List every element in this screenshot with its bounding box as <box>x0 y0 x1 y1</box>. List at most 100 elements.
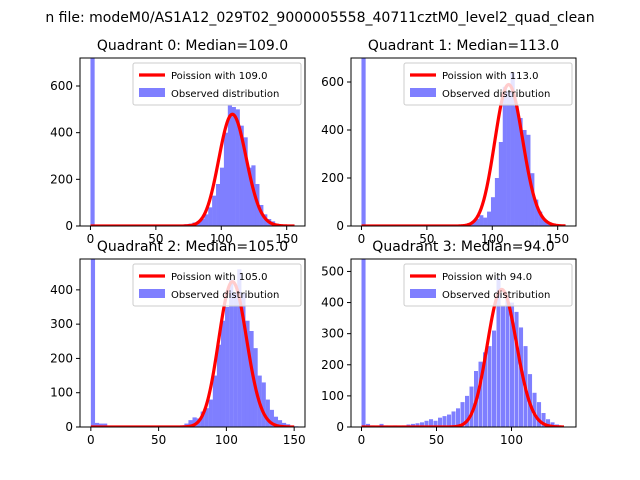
legend-box <box>132 263 302 307</box>
legend-curve-label: Poission with 94.0 <box>442 272 532 283</box>
x-tick-label: 100 <box>500 433 523 447</box>
histogram-bar <box>415 423 420 427</box>
histogram-bar <box>479 215 484 226</box>
y-tick-label: 100 <box>321 389 344 403</box>
histogram-bar <box>216 184 221 226</box>
subplot-grid: Quadrant 0: Median=109.0 0 50 100 150 0 200 400… <box>50 38 577 447</box>
histogram-bar <box>424 420 429 427</box>
histogram-bar <box>273 416 279 427</box>
histogram-bar <box>219 167 225 226</box>
legend-bars-swatch <box>139 289 165 298</box>
histogram-bar <box>233 293 238 427</box>
y-tick-label: 400 <box>321 123 344 137</box>
x-tick-label: 50 <box>148 232 163 246</box>
histogram-bar <box>429 419 434 427</box>
histogram-bar <box>478 361 483 427</box>
histogram-bar <box>550 422 555 427</box>
histogram-bar <box>243 137 248 226</box>
y-tick-label: 200 <box>50 172 73 186</box>
histogram-bar <box>361 58 366 226</box>
y-tick-label: 600 <box>321 75 344 89</box>
subplot-title: Quadrant 0: Median=109.0 <box>97 38 288 54</box>
histogram-bar <box>526 134 531 226</box>
histogram-bar <box>496 277 501 427</box>
poisson-curve <box>90 280 295 427</box>
histogram-bar <box>490 197 496 226</box>
histogram-bar <box>530 173 535 226</box>
axes-frame <box>79 258 306 428</box>
x-tick-label: 50 <box>419 232 434 246</box>
histogram-bar <box>229 279 234 427</box>
histogram-bar <box>475 218 480 226</box>
x-tick-label: 150 <box>275 232 298 246</box>
histogram-bar <box>451 411 456 427</box>
histogram-bar <box>237 269 242 427</box>
y-tick-label: 400 <box>321 296 344 310</box>
histogram-bar <box>420 422 425 427</box>
y-tick-label: 200 <box>321 171 344 185</box>
histogram-bar <box>265 399 270 427</box>
histogram-bar <box>514 106 519 226</box>
poisson-curve <box>90 112 295 226</box>
x-tick-label: 150 <box>283 433 306 447</box>
x-tick-label: 0 <box>87 232 95 246</box>
histogram-bar <box>546 419 551 427</box>
subplot-quadrant-2: Quadrant 2: Median=105.0 0 50 100 150 0 100 200… <box>50 239 306 447</box>
histogram-bar <box>192 417 197 427</box>
legend-bars-label: Observed distribution <box>442 290 550 301</box>
histogram-bar <box>212 195 217 226</box>
legend: Poission with 113.0 Observed distribution <box>403 62 573 106</box>
legend-box <box>403 263 573 307</box>
histogram-bar <box>235 109 240 226</box>
histogram-bar <box>483 217 488 226</box>
histogram-bars <box>90 259 299 427</box>
axes-frame <box>350 57 577 227</box>
histogram-bar <box>510 302 515 427</box>
subplot-quadrant-3: Quadrant 3: Median=94.0 0 50 100 0 100 200 300 4… <box>321 239 577 447</box>
legend: Poission with 109.0 Observed distribution <box>132 62 302 106</box>
histogram-bar <box>532 392 537 427</box>
x-tick-label: 50 <box>429 433 444 447</box>
histogram-bar <box>200 219 205 226</box>
histogram-bar <box>245 320 250 427</box>
histogram-bar <box>103 423 108 427</box>
histogram-bars <box>361 58 562 226</box>
histogram-bar <box>94 422 100 427</box>
legend: Poission with 105.0 Observed distribution <box>132 263 302 307</box>
histogram-bar <box>505 296 510 427</box>
legend-bars-label: Observed distribution <box>442 89 550 100</box>
histogram-bar <box>223 132 229 226</box>
y-tick-label: 100 <box>50 386 73 400</box>
histogram-bar <box>447 414 452 427</box>
histogram-bar <box>534 199 539 226</box>
legend-curve-label: Poission with 113.0 <box>442 71 538 82</box>
x-tick-label: 100 <box>215 433 238 447</box>
x-tick-label: 100 <box>481 232 504 246</box>
axes-frame <box>79 57 306 227</box>
histogram-bar <box>239 125 244 226</box>
legend: Poission with 94.0 Observed distribution <box>403 263 573 307</box>
histogram-bar <box>204 408 209 427</box>
histogram-bar <box>208 207 213 226</box>
histogram-bar <box>188 420 193 427</box>
y-tick-label: 300 <box>321 327 344 341</box>
histogram-bar <box>361 259 366 427</box>
histogram-bar <box>469 386 474 427</box>
histogram-bar <box>501 305 506 427</box>
y-tick-label: 0 <box>65 219 73 233</box>
histogram-bar <box>518 118 523 226</box>
y-tick-label: 300 <box>50 317 73 331</box>
legend-curve-label: Poission with 105.0 <box>171 272 267 283</box>
poisson-curve <box>361 82 566 226</box>
histogram-bar <box>220 320 226 427</box>
x-tick-label: 0 <box>358 433 366 447</box>
histogram-bar <box>225 307 230 427</box>
histogram-bar <box>494 178 500 226</box>
x-tick-label: 50 <box>151 433 166 447</box>
histogram-bar <box>208 399 213 427</box>
legend-bars-swatch <box>410 88 436 97</box>
y-tick-label: 500 <box>321 264 344 278</box>
subplot-title: Quadrant 1: Median=113.0 <box>368 38 559 54</box>
histogram-bar <box>269 409 274 427</box>
